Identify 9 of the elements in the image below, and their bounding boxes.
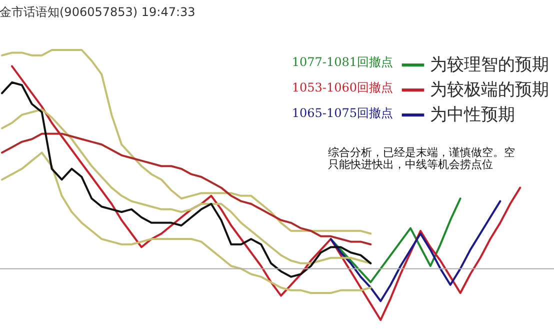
annotation: 只能快进快出，中线等机会捞点位	[328, 158, 493, 171]
annotation: 1077-1081回撤点	[292, 55, 393, 69]
annotation: 1065-1075回撤点	[292, 106, 393, 120]
legend-label: 为较理智的预期	[430, 55, 549, 75]
legend-label: 为中性预期	[430, 105, 515, 125]
legend-label: 为较极端的预期	[430, 80, 549, 100]
annotation: 1053-1060回撤点	[292, 80, 393, 94]
chart-title: 金市话语知(906057853) 19:47:33	[0, 5, 196, 19]
annotation: 综合分析，已经是末端，谨慎做空。空	[328, 146, 515, 159]
